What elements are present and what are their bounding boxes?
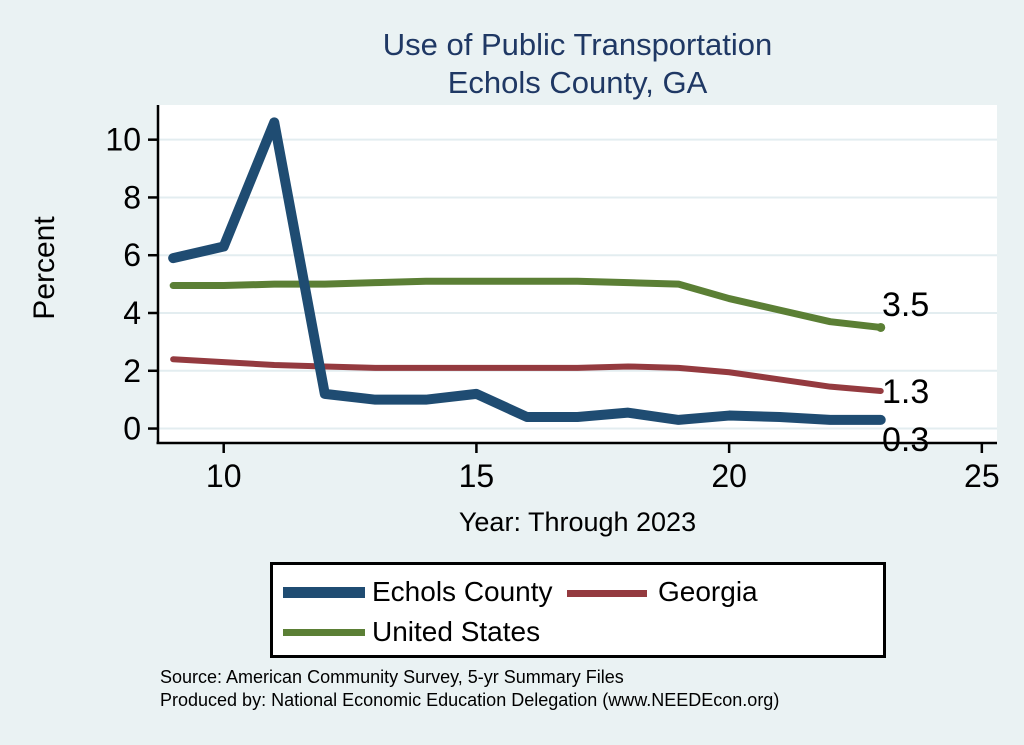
y-tick-label: 8 — [123, 179, 141, 215]
legend-label-united-states: United States — [372, 616, 541, 647]
y-axis-title: Percent — [28, 216, 61, 320]
x-tick-label: 25 — [964, 458, 1000, 494]
legend: Echols County Georgia United States — [270, 562, 886, 658]
end-label-united-states: 3.5 — [882, 286, 930, 324]
series-end-marker-united-states — [876, 322, 886, 332]
footer-notes: Source: American Community Survey, 5-yr … — [160, 666, 779, 712]
legend-swatch-united-states — [283, 629, 365, 636]
legend-label-georgia: Georgia — [658, 576, 758, 607]
series-line-echols-county — [168, 117, 886, 425]
end-label-echols-county: 0.3 — [882, 421, 930, 459]
source-note: Source: American Community Survey, 5-yr … — [160, 667, 624, 687]
legend-label-echols-county: Echols County — [372, 576, 553, 607]
x-tick-label: 15 — [459, 458, 495, 494]
series-line-georgia — [170, 356, 884, 394]
chart-title-line2: Echols County, GA — [447, 65, 708, 100]
x-axis-title: Year: Through 2023 — [458, 507, 697, 537]
y-tick-label: 0 — [123, 411, 141, 447]
produced-by-note: Produced by: National Economic Education… — [160, 690, 780, 710]
legend-swatch-georgia — [567, 590, 647, 597]
series-line-united-states — [169, 277, 885, 331]
y-tick-label: 2 — [123, 353, 141, 389]
chart-title: Use of Public Transportation Echols Coun… — [158, 26, 997, 102]
y-tick-label: 4 — [123, 295, 141, 331]
x-tick-label: 10 — [206, 458, 242, 494]
chart-title-line1: Use of Public Transportation — [382, 27, 773, 62]
y-tick-label: 6 — [123, 237, 141, 273]
legend-swatch-echols-county — [283, 587, 365, 598]
x-tick-label: 20 — [711, 458, 747, 494]
end-label-georgia: 1.3 — [882, 373, 930, 411]
y-tick-label: 10 — [105, 122, 141, 158]
